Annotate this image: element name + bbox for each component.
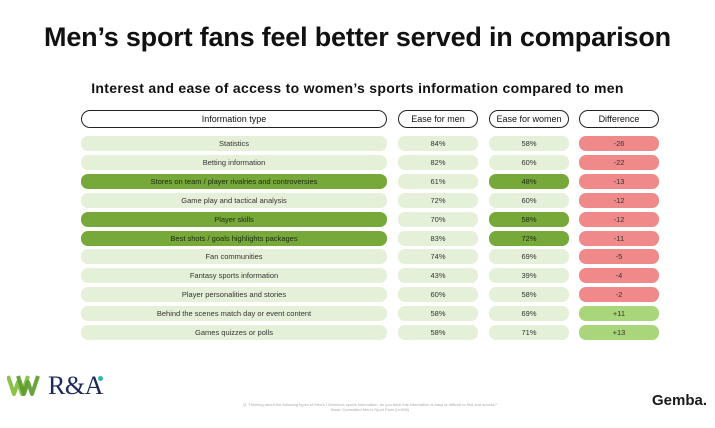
ease-for-women-cell: 60% [489, 154, 569, 170]
ease-for-women-cell: 58% [489, 136, 569, 151]
ease-for-men-cell: 60% [398, 287, 478, 303]
footnote-base: Base: Committed Men's Sport Fans (n=996) [330, 407, 410, 412]
information-type-cell: Fantasy sports information [81, 268, 387, 284]
difference-cell: -26 [579, 136, 659, 151]
ease-for-men-cell: 84% [398, 136, 478, 151]
difference-cell: -12 [579, 211, 659, 227]
information-type-cell: Stores on team / player rivalries and co… [81, 173, 387, 189]
difference-cell: -22 [579, 154, 659, 170]
ease-for-women-cell: 69% [489, 306, 569, 322]
ease-for-men-cell: 72% [398, 192, 478, 208]
table-row: Player skills 70% 58% -12 [0, 211, 715, 227]
table-row: Games quizzes or polls 58% 71% +13 [0, 325, 715, 340]
table-row: Stores on team / player rivalries and co… [0, 173, 715, 189]
difference-cell: -11 [579, 230, 659, 246]
footnote: Q: Thinking about the following types of… [200, 402, 540, 412]
difference-cell: -5 [579, 249, 659, 265]
ra-logo: R&A [48, 371, 103, 400]
table-row: Player personalities and stories 60% 58% -2 [0, 287, 715, 303]
difference-cell: -2 [579, 287, 659, 303]
ease-for-men-cell: 43% [398, 268, 478, 284]
difference-cell: +13 [579, 325, 659, 340]
ra-logo-dot-icon [98, 376, 103, 381]
ease-for-women-cell: 72% [489, 230, 569, 246]
information-type-cell: Behind the scenes match day or event con… [81, 306, 387, 322]
header-difference: Difference [579, 110, 659, 128]
table-row: Betting information 82% 60% -22 [0, 154, 715, 170]
table-row: Best shots / goals highlights packages 83… [0, 230, 715, 246]
ease-for-men-cell: 70% [398, 211, 478, 227]
table-row: Fantasy sports information 43% 39% -4 [0, 268, 715, 284]
ease-for-men-cell: 82% [398, 154, 478, 170]
header-information-type: Information type [81, 110, 387, 128]
footnote-question: Q: Thinking about the following types of… [243, 402, 497, 407]
ease-for-women-cell: 58% [489, 211, 569, 227]
information-type-cell: Best shots / goals highlights packages [81, 230, 387, 246]
ease-for-men-cell: 58% [398, 325, 478, 340]
ease-for-men-cell: 58% [398, 306, 478, 322]
gemba-logo: Gemba. [651, 392, 707, 409]
header-ease-for-men: Ease for men [398, 110, 478, 128]
page-title: Men’s sport fans feel better served in c… [44, 22, 671, 52]
information-type-cell: Statistics [81, 136, 387, 151]
ease-for-men-cell: 61% [398, 173, 478, 189]
information-type-cell: Fan communities [81, 249, 387, 265]
table-row: Fan communities 74% 69% -5 [0, 249, 715, 265]
information-type-cell: Player skills [81, 211, 387, 227]
ease-for-women-cell: 58% [489, 287, 569, 303]
difference-cell: -12 [579, 192, 659, 208]
information-type-cell: Games quizzes or polls [81, 325, 387, 340]
ease-for-women-cell: 48% [489, 173, 569, 189]
page-subtitle: Interest and ease of access to women’s s… [91, 80, 624, 96]
difference-cell: +11 [579, 306, 659, 322]
ease-for-women-cell: 69% [489, 249, 569, 265]
difference-cell: -4 [579, 268, 659, 284]
ease-for-men-cell: 83% [398, 230, 478, 246]
table-row: Behind the scenes match day or event con… [0, 306, 715, 322]
ease-for-women-cell: 60% [489, 192, 569, 208]
information-type-cell: Betting information [81, 154, 387, 170]
information-type-cell: Player personalities and stories [81, 287, 387, 303]
ease-for-men-cell: 74% [398, 249, 478, 265]
header-ease-for-women: Ease for women [489, 110, 569, 128]
information-type-cell: Game play and tactical analysis [81, 192, 387, 208]
table-row: Game play and tactical analysis 72% 60% -12 [0, 192, 715, 208]
table-row: Statistics 84% 58% -26 [0, 136, 715, 151]
ease-for-women-cell: 71% [489, 325, 569, 340]
difference-cell: -13 [579, 173, 659, 189]
ease-for-women-cell: 39% [489, 268, 569, 284]
w-logo-icon [6, 374, 41, 401]
